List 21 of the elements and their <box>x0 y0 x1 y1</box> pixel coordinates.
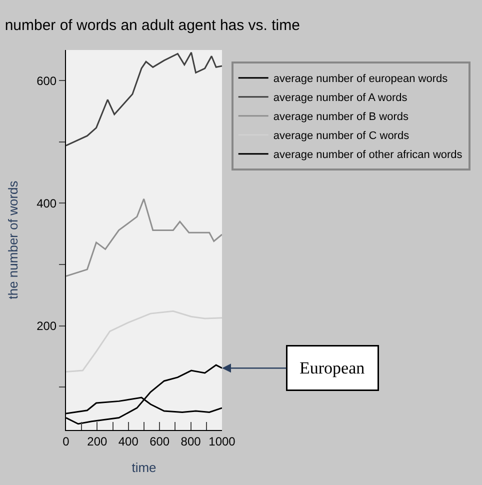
line-series <box>66 198 222 277</box>
legend-label: average number of A words <box>273 92 408 104</box>
x-axis-title: time <box>132 460 156 475</box>
annotation: European <box>300 358 366 378</box>
y-tick-label: 600 <box>36 74 57 88</box>
chart-title: number of words an adult agent has vs. time <box>4 16 300 34</box>
y-tick-label: 400 <box>36 196 57 210</box>
line-series <box>66 310 222 373</box>
x-tick-label: 200 <box>87 434 108 448</box>
x-tick-label: 800 <box>180 434 202 448</box>
line-series <box>66 52 222 146</box>
y-axis-title: the number of words <box>6 180 21 300</box>
legend-label: average number of C words <box>273 130 410 142</box>
x-tick-label: 0 <box>62 434 70 448</box>
legend-label: average number of european words <box>273 73 448 86</box>
legend-label: average number of B words <box>273 111 409 124</box>
y-tick-label: 200 <box>36 319 57 334</box>
x-tick-label: 1000 <box>208 434 236 448</box>
legend-label: average number of other african words <box>273 149 463 162</box>
x-tick-label: 600 <box>150 434 170 448</box>
x-tick-label: 400 <box>118 434 139 448</box>
